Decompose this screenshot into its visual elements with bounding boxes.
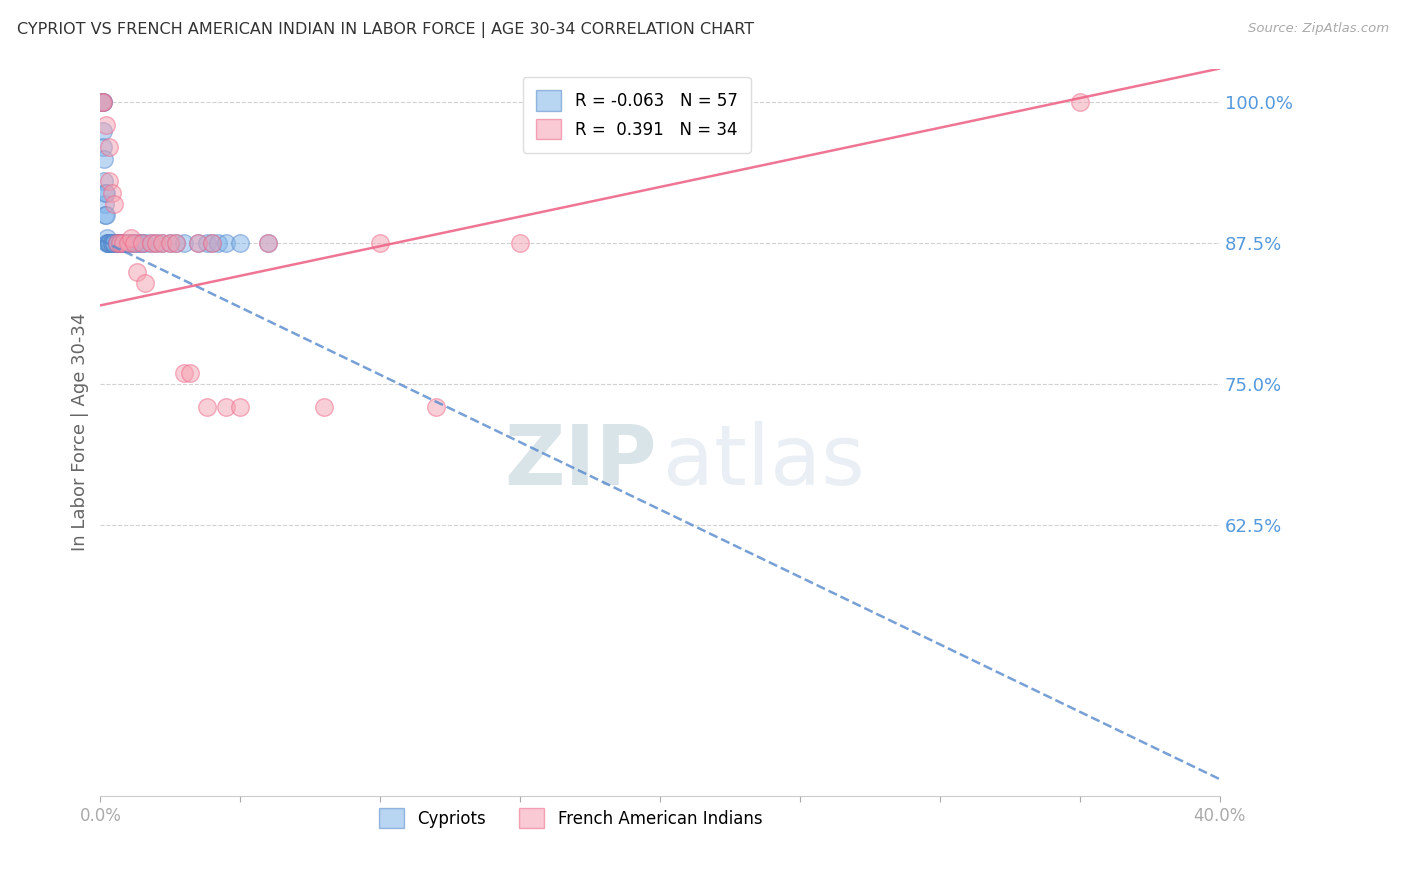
Point [97,236,120,251]
Point [159,236,181,251]
Point [201,236,224,251]
Point [103,236,125,251]
Point [165,236,187,251]
Point [90,95,112,110]
Point [179,366,201,380]
Point [94,208,117,222]
Point [94,186,117,200]
Point [122,236,145,251]
Point [229,236,252,251]
Point [105,236,128,251]
Point [108,236,131,251]
Point [101,236,124,251]
Point [93,197,115,211]
Point [114,236,136,251]
Point [105,236,128,251]
Point [111,236,134,251]
Point [97,236,120,251]
Point [125,264,148,278]
Point [103,236,125,251]
Point [97,174,120,188]
Point [131,236,153,251]
Point [97,236,120,251]
Point [100,236,122,251]
Point [368,236,391,251]
Point [93,174,115,188]
Point [91,95,114,110]
Point [103,197,125,211]
Point [120,231,142,245]
Point [96,231,118,245]
Point [134,276,156,290]
Legend: Cypriots, French American Indians: Cypriots, French American Indians [373,801,769,835]
Point [425,400,447,414]
Point [215,400,238,414]
Point [93,208,115,222]
Point [117,236,139,251]
Point [120,236,142,251]
Text: ZIP: ZIP [505,421,657,502]
Point [111,236,134,251]
Point [139,236,162,251]
Point [159,236,181,251]
Point [96,236,118,251]
Point [100,236,122,251]
Point [207,236,229,251]
Text: CYPRIOT VS FRENCH AMERICAN INDIAN IN LABOR FORCE | AGE 30-34 CORRELATION CHART: CYPRIOT VS FRENCH AMERICAN INDIAN IN LAB… [17,22,754,38]
Point [125,236,148,251]
Y-axis label: In Labor Force | Age 30-34: In Labor Force | Age 30-34 [72,313,89,551]
Point [1069,95,1091,110]
Point [97,236,120,251]
Point [187,236,209,251]
Point [97,236,120,251]
Point [509,236,531,251]
Point [103,236,125,251]
Point [215,236,238,251]
Text: atlas: atlas [664,421,865,502]
Point [98,236,121,251]
Point [173,366,195,380]
Point [100,236,122,251]
Point [96,236,118,251]
Point [257,236,280,251]
Point [93,152,115,166]
Point [145,236,167,251]
Point [91,123,114,137]
Point [100,186,122,200]
Point [111,236,134,251]
Point [91,140,114,154]
Point [195,400,218,414]
Point [90,95,112,110]
Point [314,400,336,414]
Point [94,118,117,132]
Point [134,236,156,251]
Point [201,236,224,251]
Point [139,236,162,251]
Point [131,236,153,251]
Point [117,236,139,251]
Point [91,95,114,110]
Point [122,236,145,251]
Point [105,236,128,251]
Point [91,95,114,110]
Point [257,236,280,251]
Point [150,236,173,251]
Point [108,236,131,251]
Text: Source: ZipAtlas.com: Source: ZipAtlas.com [1249,22,1389,36]
Point [93,186,115,200]
Point [105,236,128,251]
Point [173,236,195,251]
Point [90,95,112,110]
Point [165,236,187,251]
Point [108,236,131,251]
Point [195,236,218,251]
Point [145,236,167,251]
Point [187,236,209,251]
Point [128,236,150,251]
Point [229,400,252,414]
Point [150,236,173,251]
Point [97,140,120,154]
